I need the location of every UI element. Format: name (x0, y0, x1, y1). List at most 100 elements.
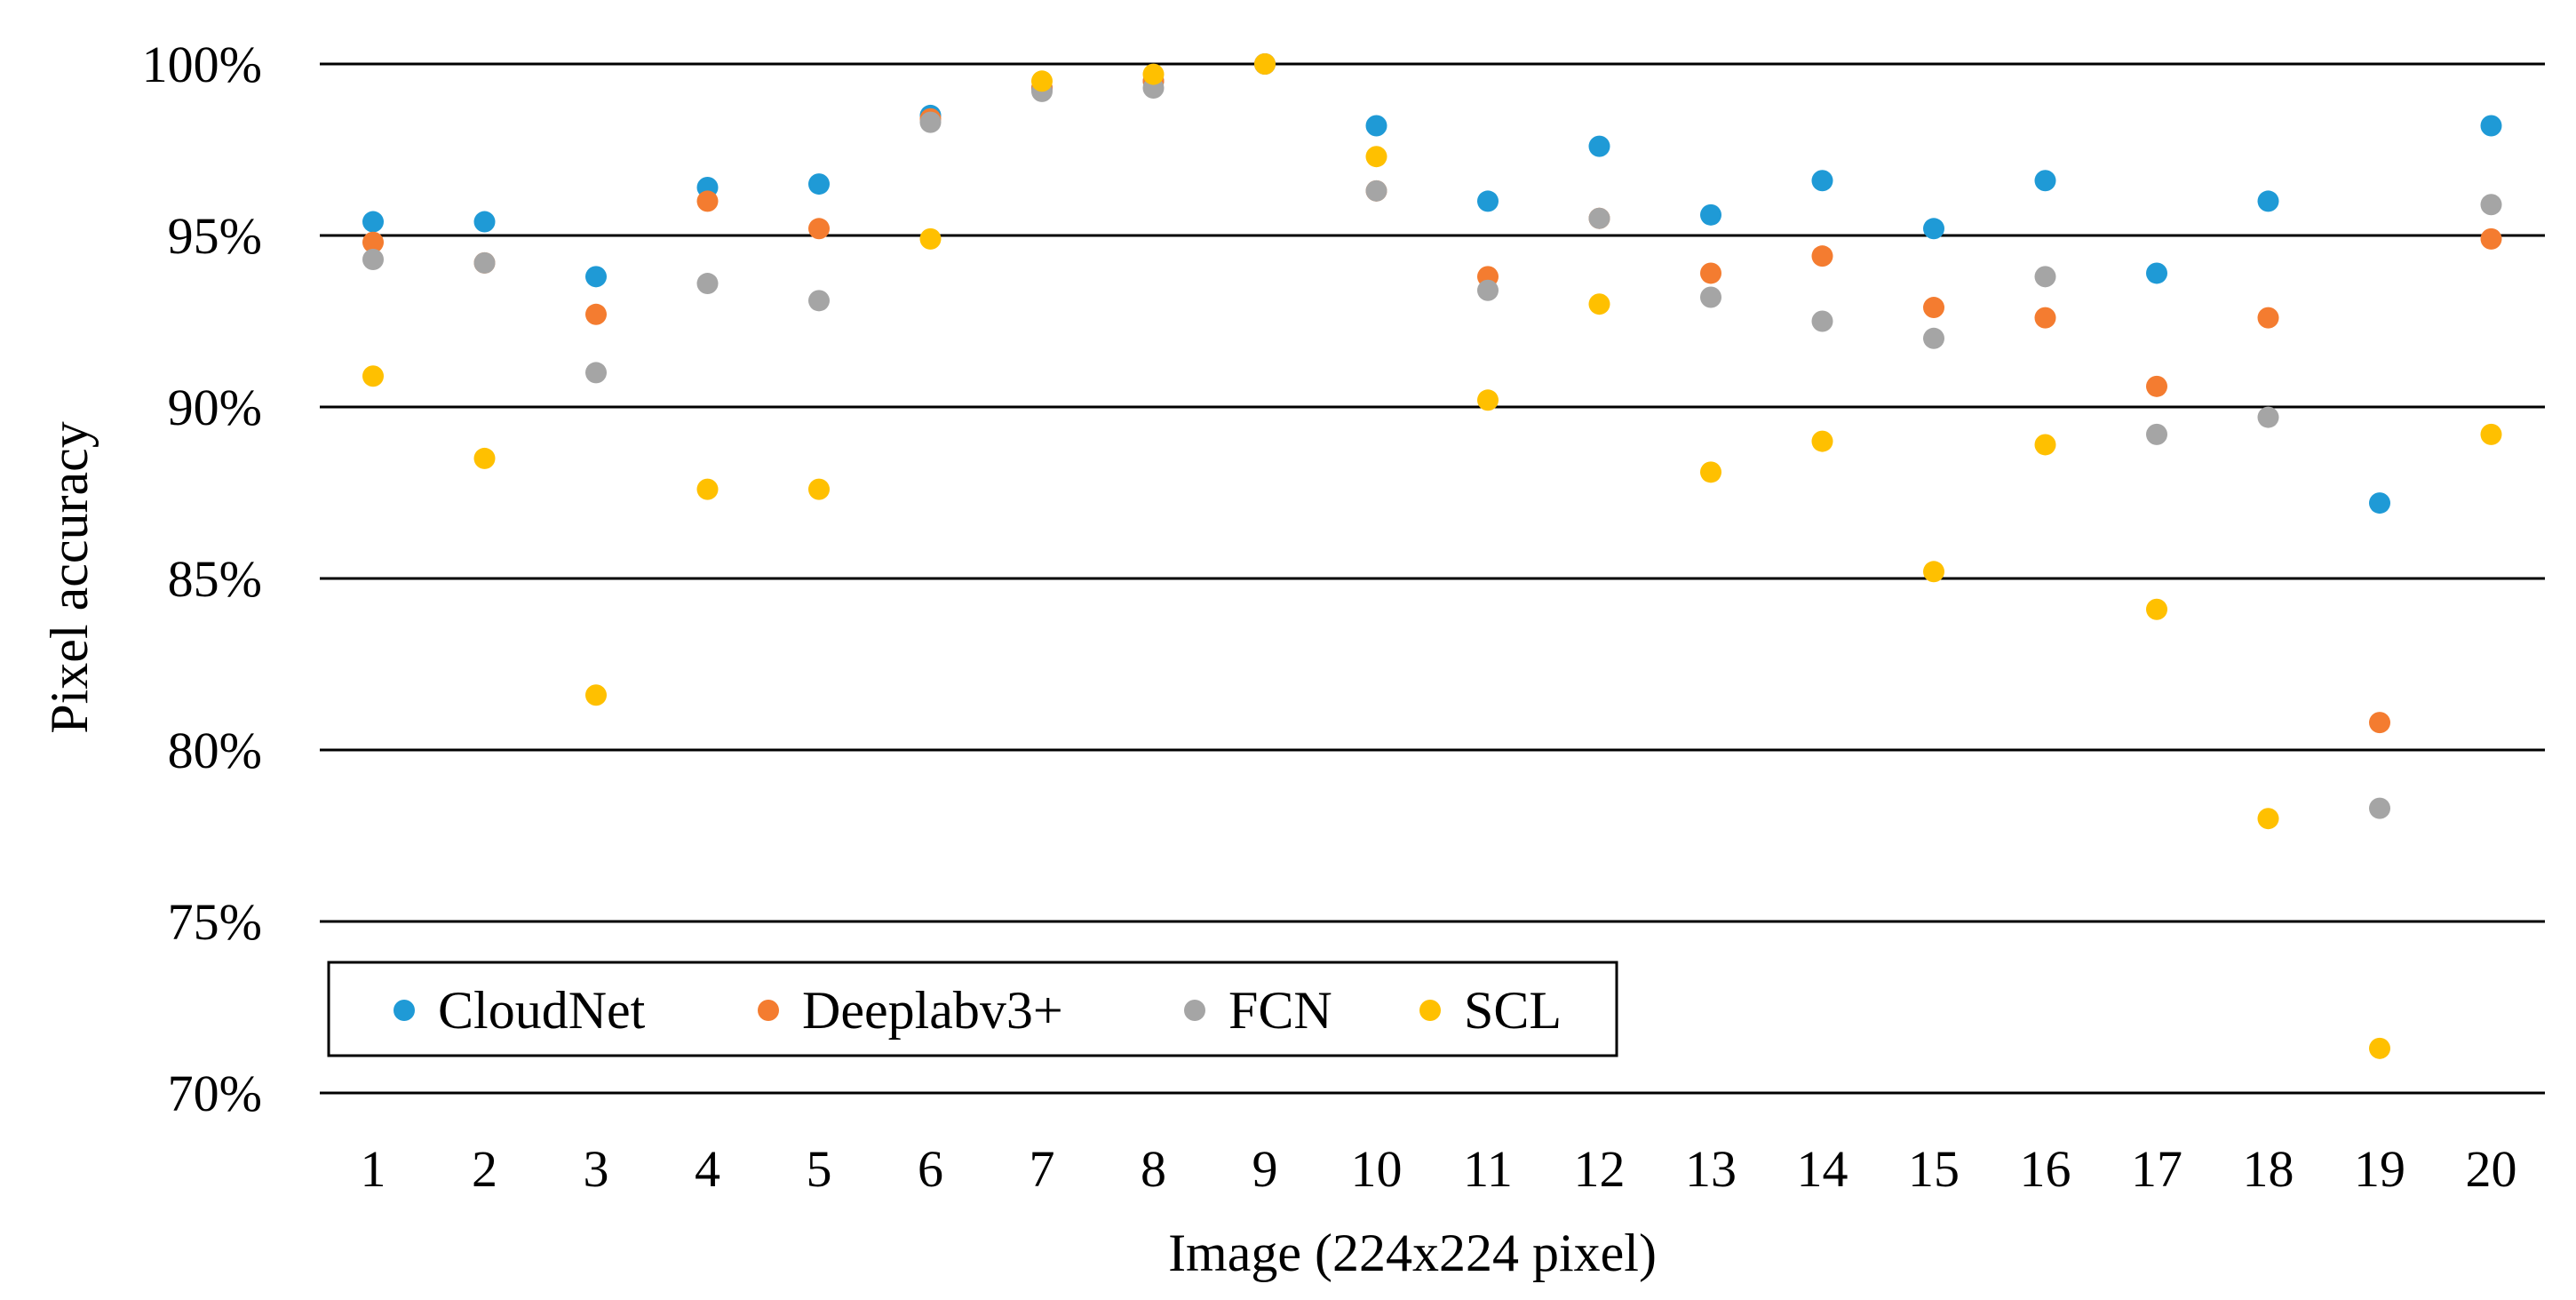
point-deeplabv3 (2146, 375, 2167, 397)
point-scl (1142, 63, 1165, 85)
y-tick-label: 85% (168, 550, 262, 608)
point-deeplabv3 (2257, 307, 2279, 329)
point-scl (1588, 293, 1610, 315)
point-deeplabv3 (362, 231, 384, 253)
point-cloudnet (362, 211, 384, 233)
x-axis-tick-labels: 1 2 3 4 5 6 7 8 9 10 11 12 13 14 15 16 17 18 19 20 (361, 1140, 2517, 1198)
point-fcn (2146, 423, 2167, 445)
gridlines (320, 62, 2545, 1095)
point-cloudnet (2369, 492, 2390, 514)
x-tick-label: 16 (2020, 1140, 2071, 1198)
point-cloudnet (473, 211, 496, 233)
x-tick-label: 18 (2243, 1140, 2294, 1198)
x-tick-label: 3 (584, 1140, 609, 1198)
point-fcn (919, 111, 942, 133)
point-cloudnet (1477, 190, 1499, 212)
x-tick-label: 15 (1908, 1140, 1960, 1198)
legend-label-deeplabv3: Deeplabv3+ (802, 981, 1063, 1040)
point-fcn (362, 249, 384, 271)
y-tick-label: 70% (168, 1065, 262, 1122)
legend-box (327, 961, 1618, 1057)
point-deeplabv3 (1923, 297, 1944, 319)
point-deeplabv3 (1700, 262, 1721, 284)
point-scl (919, 227, 942, 250)
point-scl (1700, 461, 1721, 483)
point-cloudnet (2480, 115, 2502, 137)
x-tick-label: 12 (1574, 1140, 1626, 1198)
legend-marker-cloudnet (394, 1000, 415, 1021)
point-scl (473, 447, 496, 469)
x-tick-label: 10 (1351, 1140, 1403, 1198)
point-cloudnet (585, 266, 607, 288)
point-fcn (2034, 266, 2056, 288)
point-scl (2480, 423, 2502, 445)
legend-label-cloudnet: CloudNet (438, 981, 646, 1040)
point-deeplabv3 (1811, 245, 1833, 267)
legend-label-fcn: FCN (1228, 981, 1332, 1040)
point-deeplabv3 (2034, 307, 2056, 329)
point-scl (362, 365, 384, 387)
point-deeplabv3 (696, 190, 719, 212)
x-tick-label: 17 (2131, 1140, 2182, 1198)
legend-marker-deeplabv3 (758, 1000, 779, 1021)
x-tick-label: 5 (807, 1140, 832, 1198)
point-scl (585, 684, 607, 706)
point-scl (696, 478, 719, 500)
data-points (362, 53, 2502, 1059)
x-tick-label: 19 (2354, 1140, 2405, 1198)
y-tick-label: 75% (168, 893, 262, 951)
point-scl (2369, 1037, 2390, 1059)
point-cloudnet (2257, 190, 2279, 212)
x-tick-label: 14 (1797, 1140, 1849, 1198)
x-tick-label: 20 (2466, 1140, 2517, 1198)
point-fcn (1811, 310, 1833, 332)
point-cloudnet (1365, 115, 1387, 137)
point-deeplabv3 (2369, 712, 2390, 734)
point-scl (1365, 146, 1387, 168)
point-fcn (1700, 286, 1721, 308)
point-cloudnet (2034, 170, 2056, 192)
x-tick-label: 8 (1141, 1140, 1166, 1198)
point-fcn (2369, 797, 2390, 819)
point-cloudnet (808, 173, 830, 195)
x-tick-label: 6 (918, 1140, 943, 1198)
point-scl (808, 478, 830, 500)
y-axis-title: Pixel accuracy (40, 421, 99, 733)
x-tick-label: 9 (1252, 1140, 1278, 1198)
point-cloudnet (2146, 262, 2167, 284)
point-scl (1923, 561, 1944, 583)
point-fcn (2257, 406, 2279, 428)
point-fcn (808, 290, 830, 312)
x-axis-title: Image (224x224 pixel) (1168, 1224, 1657, 1282)
point-deeplabv3 (808, 218, 830, 240)
legend-marker-scl (1419, 1000, 1441, 1021)
point-fcn (1588, 207, 1610, 229)
x-tick-label: 7 (1030, 1140, 1055, 1198)
point-cloudnet (1700, 203, 1721, 226)
point-fcn (2480, 194, 2502, 216)
point-fcn (1365, 179, 1387, 202)
point-scl (2146, 598, 2167, 620)
point-scl (1254, 53, 1276, 75)
point-fcn (1477, 279, 1499, 301)
point-deeplabv3 (585, 303, 607, 325)
y-axis-tick-labels: 70% 75% 80% 85% 90% 95% 100% (142, 36, 262, 1122)
point-cloudnet (1811, 170, 1833, 192)
y-tick-label: 80% (168, 722, 262, 779)
legend-label-scl: SCL (1464, 981, 1562, 1040)
point-cloudnet (1923, 218, 1944, 240)
point-cloudnet (1588, 135, 1610, 157)
x-tick-label: 1 (361, 1140, 386, 1198)
y-tick-label: 100% (142, 36, 262, 93)
point-scl (2257, 808, 2279, 830)
x-tick-label: 4 (695, 1140, 720, 1198)
point-scl (1811, 430, 1833, 452)
point-scl (1477, 389, 1499, 411)
point-fcn (696, 273, 719, 295)
point-fcn (1923, 327, 1944, 349)
legend: CloudNet Deeplabv3+ FCN SCL (327, 961, 1618, 1057)
point-fcn (473, 251, 496, 274)
point-fcn (585, 362, 607, 384)
legend-marker-fcn (1184, 1000, 1205, 1021)
